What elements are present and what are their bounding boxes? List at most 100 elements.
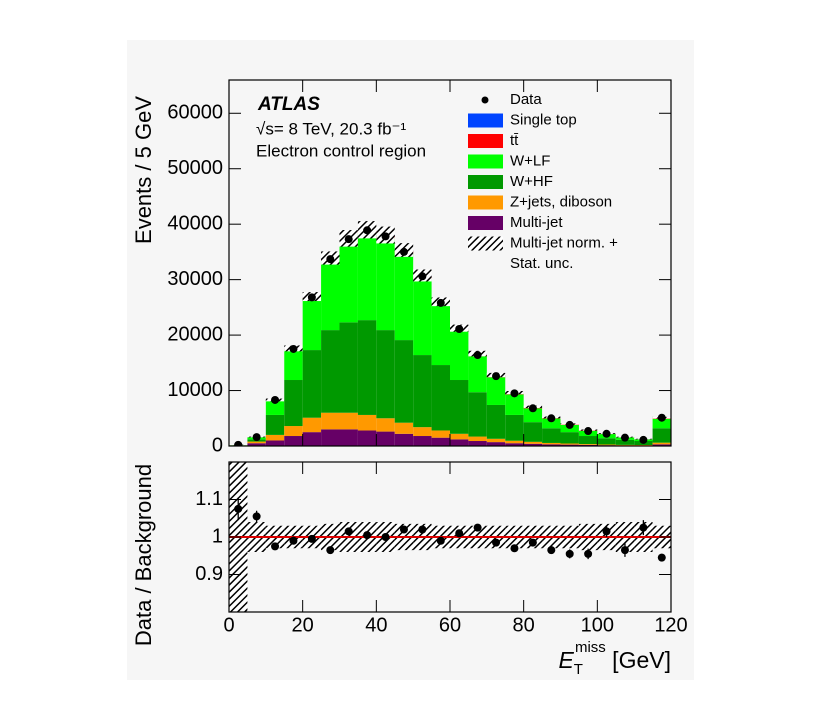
stack-segment xyxy=(505,440,524,444)
stack-segment xyxy=(468,356,487,393)
stack-segment xyxy=(357,414,377,431)
annotation: Electron control region xyxy=(256,141,426,160)
stack-segment xyxy=(284,380,303,427)
ratio-point xyxy=(473,523,482,532)
ratio-point xyxy=(602,527,611,536)
stack-segment xyxy=(450,433,469,440)
stack-segment xyxy=(357,320,377,415)
data-point xyxy=(565,420,574,429)
stack-segment xyxy=(394,422,414,434)
legend-label: Z+jets, diboson xyxy=(510,193,612,210)
ratio-point xyxy=(455,529,464,538)
ratio-point xyxy=(252,512,261,521)
data-point xyxy=(436,298,445,307)
stack-segment xyxy=(265,414,285,435)
ratio-point xyxy=(289,536,298,545)
stack-segment xyxy=(265,434,285,441)
ratio-point xyxy=(620,546,629,555)
stack-segment xyxy=(486,438,506,443)
legend-swatch xyxy=(468,195,503,210)
x-tick-label: 60 xyxy=(439,614,461,636)
y-tick-label: 0.9 xyxy=(195,563,223,585)
stack-segment xyxy=(615,439,635,445)
y-tick-label: 0 xyxy=(212,434,223,456)
legend-label: tt̄ xyxy=(510,132,519,149)
stack-segment xyxy=(468,436,487,442)
stack-segment xyxy=(652,418,671,429)
stack-segment xyxy=(523,443,543,446)
stack-segment xyxy=(431,365,450,431)
data-point xyxy=(289,344,298,353)
stack-segment xyxy=(247,443,266,446)
data-point xyxy=(620,433,629,442)
stack-segment xyxy=(468,392,487,437)
x-label-unit: [GeV] xyxy=(606,647,671,673)
data-point xyxy=(584,427,593,436)
stack-segment xyxy=(357,233,377,321)
legend-swatch xyxy=(468,175,503,189)
data-point xyxy=(473,351,482,360)
data-point xyxy=(307,293,316,302)
stack-segment xyxy=(376,238,395,331)
x-label-symbol: E xyxy=(558,647,574,673)
stack-segment xyxy=(652,444,671,446)
stack-segment xyxy=(321,260,340,331)
legend-label: Single top xyxy=(510,111,577,128)
ratio-point xyxy=(547,546,556,555)
ratio-frame xyxy=(228,461,672,613)
x-tick-label: 20 xyxy=(292,614,314,636)
stack-segment xyxy=(560,432,579,444)
stack-segment xyxy=(413,427,432,437)
stack-segment xyxy=(652,442,671,445)
data-point xyxy=(234,440,243,446)
data-point xyxy=(455,324,464,333)
y-tick-label: 20000 xyxy=(167,323,223,345)
ratio-plot xyxy=(229,462,671,612)
legend-label: Data xyxy=(510,91,542,108)
ratio-point xyxy=(584,549,593,558)
legend-swatch xyxy=(468,113,503,128)
legend-label: W+HF xyxy=(510,173,553,190)
stack-segment xyxy=(486,442,506,446)
legend-label: Multi-jet xyxy=(510,214,563,231)
legend-label: Multi-jet norm. + xyxy=(510,234,618,251)
legend-swatch xyxy=(468,154,503,169)
stack-segment xyxy=(394,433,414,446)
stack-segment xyxy=(523,441,543,444)
stack-segment xyxy=(450,439,469,446)
stack-segment xyxy=(284,436,303,446)
stack-segment xyxy=(394,340,414,423)
ratio-point xyxy=(399,525,408,534)
ratio-point xyxy=(326,546,335,555)
stack-segment xyxy=(284,426,303,437)
y-axis-label: Events / 5 GeV xyxy=(131,96,156,244)
ratio-point xyxy=(381,533,390,541)
y-tick-label: 40000 xyxy=(167,212,223,234)
stack-segment xyxy=(450,331,469,381)
data-point xyxy=(510,389,519,398)
x-tick-label: 40 xyxy=(365,614,387,636)
data-point xyxy=(271,395,280,404)
stack-segment xyxy=(265,400,285,415)
stack-segment xyxy=(542,444,561,446)
ratio-point xyxy=(436,536,445,545)
x-axis-label: ETmiss [GeV] xyxy=(558,639,671,678)
data-point xyxy=(326,255,335,264)
stack-segment xyxy=(284,349,303,381)
stack-segment xyxy=(376,431,395,446)
data-point xyxy=(528,404,537,413)
ratio-point xyxy=(363,531,372,540)
stack-segment xyxy=(578,436,598,445)
stack-segment xyxy=(413,436,432,446)
stack-segment xyxy=(505,443,524,446)
stack-segment xyxy=(413,279,432,356)
stack-segment xyxy=(321,412,340,430)
stack-segment xyxy=(615,444,635,446)
x-tick-label: 120 xyxy=(654,614,687,636)
y-tick-label: 30000 xyxy=(167,268,223,290)
stack-segment xyxy=(431,437,450,446)
data-point xyxy=(344,235,353,244)
stack-segment xyxy=(339,412,358,430)
stack-segment xyxy=(597,444,616,446)
